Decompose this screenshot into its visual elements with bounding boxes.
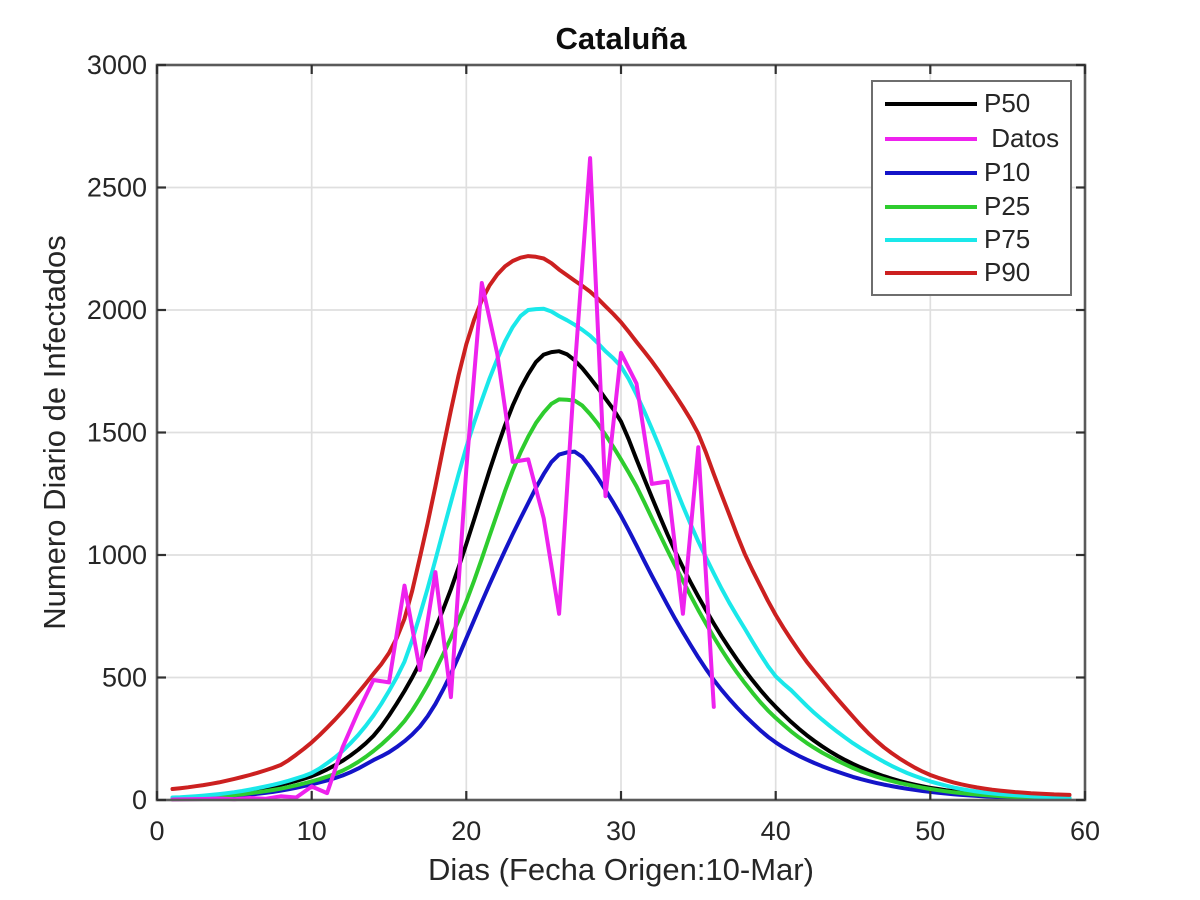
svg-text:40: 40: [761, 816, 791, 846]
svg-text:0: 0: [132, 785, 147, 815]
svg-text:Datos: Datos: [984, 123, 1059, 153]
svg-text:3000: 3000: [87, 50, 147, 80]
svg-text:P25: P25: [984, 191, 1030, 221]
svg-text:2500: 2500: [87, 173, 147, 203]
svg-text:1000: 1000: [87, 540, 147, 570]
svg-text:P90: P90: [984, 257, 1030, 287]
svg-text:60: 60: [1070, 816, 1100, 846]
svg-text:Numero Diario de Infectados: Numero Diario de Infectados: [37, 235, 72, 630]
svg-text:30: 30: [606, 816, 636, 846]
svg-text:20: 20: [451, 816, 481, 846]
svg-text:2000: 2000: [87, 295, 147, 325]
svg-text:P75: P75: [984, 224, 1030, 254]
svg-text:500: 500: [102, 663, 147, 693]
svg-text:Dias (Fecha Origen:10-Mar): Dias (Fecha Origen:10-Mar): [428, 852, 814, 887]
svg-text:10: 10: [297, 816, 327, 846]
svg-text:50: 50: [915, 816, 945, 846]
svg-text:P50: P50: [984, 88, 1030, 118]
svg-text:Cataluña: Cataluña: [556, 21, 688, 56]
svg-text:P10: P10: [984, 157, 1030, 187]
svg-text:0: 0: [149, 816, 164, 846]
svg-text:1500: 1500: [87, 418, 147, 448]
